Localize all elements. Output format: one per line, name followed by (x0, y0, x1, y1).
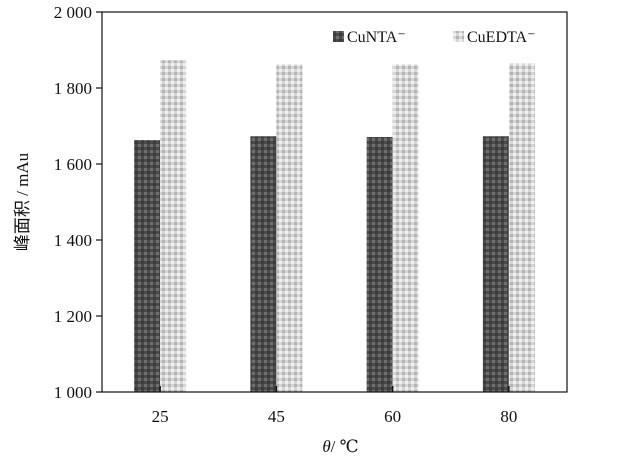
y-axis-title: 峰面积 / mAu (13, 152, 32, 251)
x-axis-variable: θ (322, 437, 330, 456)
plot-area-frame (101, 11, 568, 393)
x-axis-title: θ/ ℃ (322, 437, 358, 456)
bar-cunta-80 (482, 136, 509, 392)
y-tick-label: 1 400 (54, 231, 92, 250)
legend-swatch-cunta (333, 31, 344, 42)
bars-group (134, 60, 535, 393)
legend-label-cuedta: CuEDTA⁻ (467, 29, 536, 46)
legend: CuNTA⁻ CuEDTA⁻ (333, 29, 536, 46)
bar-cunta-45 (250, 136, 277, 392)
bar-cuedta-25 (160, 60, 187, 392)
y-tick-label: 1 800 (54, 79, 92, 98)
y-tick-label: 1 000 (54, 383, 92, 402)
x-tick-label: 25 (152, 407, 169, 426)
y-tick-label: 1 600 (54, 155, 92, 174)
legend-label-cunta: CuNTA⁻ (347, 29, 406, 46)
bar-cuedta-45 (276, 64, 303, 392)
y-axis: 1 000 1 200 1 400 1 600 1 800 2 000 (54, 3, 102, 402)
y-tick-label: 1 200 (54, 307, 92, 326)
y-tick-label: 2 000 (54, 3, 92, 22)
x-tick-label: 45 (268, 407, 285, 426)
bar-cuedta-80 (508, 63, 535, 393)
x-tick-label: 80 (500, 407, 517, 426)
x-tick-label: 60 (384, 407, 401, 426)
x-axis: 25 45 60 80 (152, 386, 517, 426)
legend-swatch-cuedta (453, 31, 464, 42)
x-axis-unit: / ℃ (331, 437, 359, 456)
bar-cunta-60 (366, 137, 393, 392)
bar-cunta-25 (134, 140, 161, 392)
bar-cuedta-60 (392, 64, 419, 392)
